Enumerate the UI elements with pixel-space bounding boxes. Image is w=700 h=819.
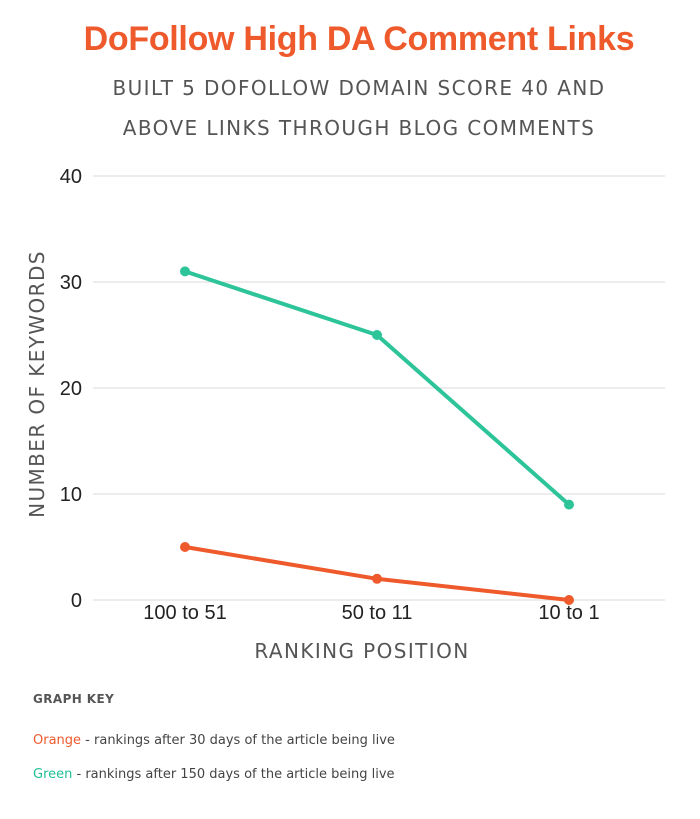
chart-subtitle-line-2: ABOVE LINKS THROUGH BLOG COMMENTS (122, 116, 596, 140)
y-tick-label: 20 (60, 378, 82, 400)
x-tick-label: 10 to 1 (538, 602, 599, 624)
y-axis-ticks: 0 10 20 30 40 (60, 166, 82, 612)
graph-key-green: Green - rankings after 150 days of the a… (33, 767, 395, 782)
x-axis-title: RANKING POSITION (254, 639, 469, 663)
line-chart: 0 10 20 30 40 100 to 51 50 to 11 10 to 1 RANKI… (25, 166, 665, 663)
data-point (180, 266, 190, 277)
y-tick-label: 30 (60, 272, 82, 294)
gridlines (93, 175, 665, 601)
data-point (372, 330, 382, 340)
orange-label: Orange (33, 733, 82, 748)
green-description: - rankings after 150 days of the article… (72, 767, 395, 782)
x-tick-label: 50 to 11 (342, 602, 413, 624)
x-tick-label: 100 to 51 (143, 602, 226, 624)
y-tick-label: 40 (60, 166, 82, 188)
data-point (180, 542, 190, 552)
graph-key-heading: GRAPH KEY (33, 692, 115, 706)
orange-description: - rankings after 30 days of the article … (81, 733, 395, 748)
series-line (183, 545, 571, 602)
x-axis-ticks: 100 to 51 50 to 11 10 to 1 (143, 602, 599, 624)
series-lines (180, 266, 574, 605)
y-tick-label: 10 (60, 484, 82, 506)
green-label: Green (33, 767, 73, 782)
y-tick-label: 0 (71, 590, 82, 612)
data-point (372, 573, 382, 584)
y-axis-title: NUMBER OF KEYWORDS (25, 250, 49, 518)
data-point (564, 595, 574, 605)
graph-key-orange: Orange - rankings after 30 days of the a… (33, 733, 395, 748)
chart-subtitle-line-1: BUILT 5 DOFOLLOW DOMAIN SCORE 40 AND (112, 76, 606, 100)
chart-title: DoFollow High DA Comment Links (83, 20, 635, 58)
data-point (564, 499, 574, 510)
